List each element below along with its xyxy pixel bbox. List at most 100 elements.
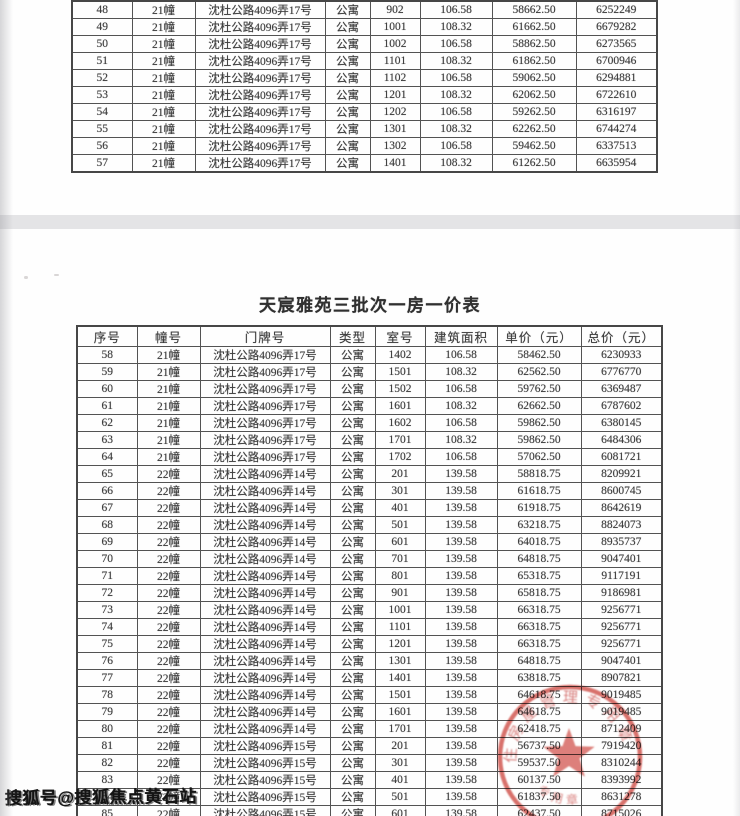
table-cell: 沈杜公路4096弄17号 [194, 18, 326, 36]
table-cell: 601 [374, 533, 426, 551]
table-cell: 沈杜公路4096弄17号 [194, 154, 326, 173]
table-row: 50 21幢 沈杜公路4096弄17号 公寓 1002 106.58 58862.50 627… [71, 35, 658, 53]
column-header: 序号 [76, 325, 138, 347]
table-cell: 21幢 [131, 18, 196, 36]
table-cell: 108.32 [424, 397, 498, 415]
table-cell: 6700946 [575, 52, 658, 70]
table-cell: 沈杜公路4096弄14号 [199, 550, 331, 568]
table-cell: 108.32 [419, 52, 493, 70]
table-cell: 60137.50 [496, 771, 582, 789]
table-cell: 9256771 [580, 635, 663, 653]
table-cell: 301 [374, 482, 426, 500]
table-row: 54 21幢 沈杜公路4096弄17号 公寓 1202 106.58 59262.50 631… [71, 103, 658, 121]
table-cell: 64018.75 [496, 533, 582, 551]
table-cell: 公寓 [329, 516, 376, 534]
table-cell: 公寓 [329, 771, 376, 789]
table-cell: 21幢 [131, 0, 196, 19]
table-row: 63 21幢 沈杜公路4096弄17号 公寓 1701 108.32 59862.50 648… [76, 431, 663, 449]
table-cell: 71 [76, 567, 138, 585]
table-cell: 1001 [374, 601, 426, 619]
table-cell: 公寓 [329, 550, 376, 568]
table-cell: 22幢 [136, 482, 201, 500]
table-cell: 55 [71, 120, 133, 138]
table-row: 77 22幢 沈杜公路4096弄14号 公寓 1401 139.58 63818.75 890… [76, 669, 663, 687]
table-row: 70 22幢 沈杜公路4096弄14号 公寓 701 139.58 64818.75 9047… [76, 550, 663, 568]
table-cell: 沈杜公路4096弄14号 [199, 601, 331, 619]
table-cell: 1101 [374, 618, 426, 636]
column-header: 幢号 [136, 325, 201, 347]
table-cell: 52 [71, 69, 133, 87]
table-row: 59 21幢 沈杜公路4096弄17号 公寓 1501 108.32 62562.50 677… [76, 363, 663, 381]
table-cell: 66318.75 [496, 618, 582, 636]
table-row: 76 22幢 沈杜公路4096弄14号 公寓 1301 139.58 64818.75 904… [76, 652, 663, 670]
table-cell: 沈杜公路4096弄17号 [194, 69, 326, 87]
table-cell: 139.58 [424, 465, 498, 483]
table-cell: 21幢 [131, 103, 196, 121]
table-cell: 65 [76, 465, 138, 483]
table-cell: 69 [76, 533, 138, 551]
table-cell: 82 [76, 754, 138, 772]
table-cell: 沈杜公路4096弄15号 [199, 754, 331, 772]
table-row: 61 21幢 沈杜公路4096弄17号 公寓 1601 108.32 62662.50 678… [76, 397, 663, 415]
table-cell: 139.58 [424, 499, 498, 517]
table-cell: 106.58 [419, 103, 493, 121]
table-cell: 1301 [374, 652, 426, 670]
table-cell: 201 [374, 465, 426, 483]
table-cell: 58662.50 [491, 0, 577, 19]
table-cell: 62062.50 [491, 86, 577, 104]
column-header: 建筑面积 [424, 325, 498, 347]
table-cell: 76 [76, 652, 138, 670]
table-row: 55 21幢 沈杜公路4096弄17号 公寓 1301 108.32 62262.50 674… [71, 120, 658, 138]
table-cell: 沈杜公路4096弄17号 [199, 363, 331, 381]
table-cell: 沈杜公路4096弄17号 [194, 103, 326, 121]
table-cell: 60 [76, 380, 138, 398]
table-cell: 301 [374, 754, 426, 772]
table-cell: 21幢 [131, 52, 196, 70]
table-cell: 沈杜公路4096弄17号 [199, 380, 331, 398]
table-cell: 22幢 [136, 516, 201, 534]
table-cell: 139.58 [424, 737, 498, 755]
table-cell: 公寓 [329, 703, 376, 721]
table-cell: 56737.50 [496, 737, 582, 755]
table-cell: 53 [71, 86, 133, 104]
table-cell: 70 [76, 550, 138, 568]
table-cell: 公寓 [324, 137, 371, 155]
table-cell: 61837.50 [496, 788, 582, 806]
table-row: 69 22幢 沈杜公路4096弄14号 公寓 601 139.58 64018.75 8935… [76, 533, 663, 551]
table-cell: 1002 [369, 35, 421, 53]
table-cell: 沈杜公路4096弄14号 [199, 584, 331, 602]
table-cell: 501 [374, 788, 426, 806]
table-cell: 沈杜公路4096弄14号 [199, 465, 331, 483]
table-cell: 公寓 [324, 69, 371, 87]
table-row: 62 21幢 沈杜公路4096弄17号 公寓 1602 106.58 59862.50 638… [76, 414, 663, 432]
table-cell: 6635954 [575, 154, 658, 173]
table-cell: 58862.50 [491, 35, 577, 53]
table-cell: 801 [374, 567, 426, 585]
table-cell: 106.58 [424, 414, 498, 432]
table-cell: 沈杜公路4096弄15号 [199, 771, 331, 789]
table-cell: 沈杜公路4096弄17号 [194, 137, 326, 155]
table-cell: 21幢 [131, 154, 196, 173]
table-cell: 21幢 [136, 448, 201, 466]
table-cell: 106.58 [419, 0, 493, 19]
table-cell: 1001 [369, 18, 421, 36]
table-cell: 沈杜公路4096弄17号 [194, 52, 326, 70]
table-row: 51 21幢 沈杜公路4096弄17号 公寓 1101 108.32 61862.50 670… [71, 52, 658, 70]
table-cell: 沈杜公路4096弄14号 [199, 516, 331, 534]
table-cell: 6744274 [575, 120, 658, 138]
table-cell: 139.58 [424, 567, 498, 585]
table-row: 53 21幢 沈杜公路4096弄17号 公寓 1201 108.32 62062.50 672… [71, 86, 658, 104]
table-cell: 22幢 [136, 465, 201, 483]
table-cell: 1701 [374, 720, 426, 738]
table-cell: 106.58 [419, 69, 493, 87]
table-cell: 61862.50 [491, 52, 577, 70]
table-cell: 54 [71, 103, 133, 121]
scan-speck [24, 276, 28, 279]
table-cell: 59862.50 [496, 431, 582, 449]
table-cell: 59537.50 [496, 754, 582, 772]
table-cell: 沈杜公路4096弄14号 [199, 686, 331, 704]
table-cell: 沈杜公路4096弄14号 [199, 703, 331, 721]
table-cell: 22幢 [136, 618, 201, 636]
table-row: 56 21幢 沈杜公路4096弄17号 公寓 1302 106.58 59462.50 633… [71, 137, 658, 155]
table-cell: 沈杜公路4096弄17号 [194, 86, 326, 104]
